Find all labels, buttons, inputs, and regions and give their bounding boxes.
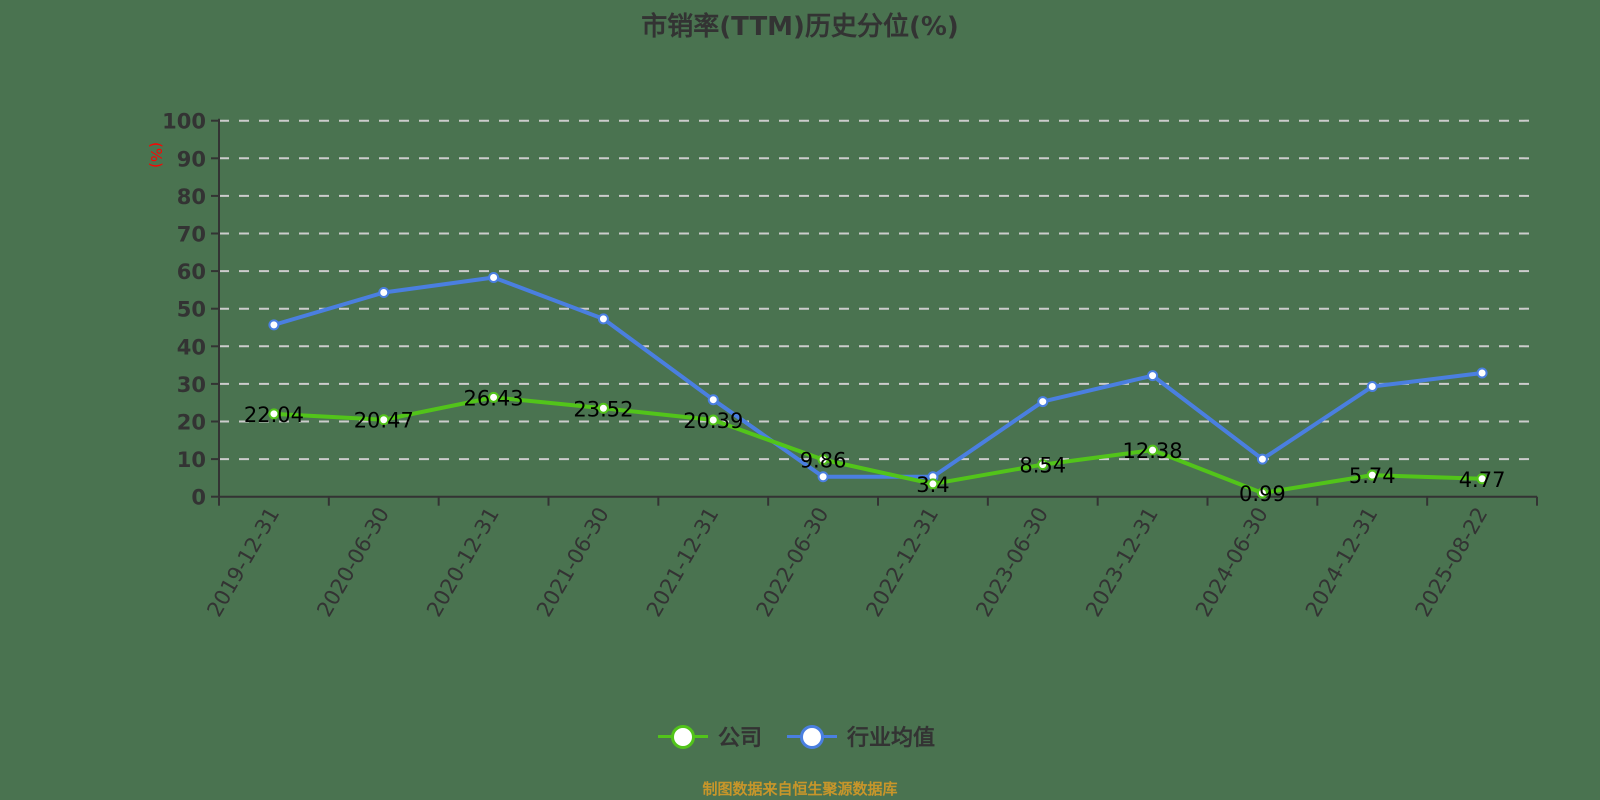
data-label: 23.52 xyxy=(573,397,633,421)
data-point[interactable] xyxy=(1256,453,1268,465)
x-tick-label: 2023-12-31 xyxy=(1081,503,1163,621)
y-tick-label: 80 xyxy=(177,185,206,209)
data-point[interactable] xyxy=(1147,444,1159,456)
y-tick-label: 60 xyxy=(177,260,206,284)
data-label: 12.38 xyxy=(1123,439,1183,463)
data-point[interactable] xyxy=(1147,370,1159,382)
legend-label-company: 公司 xyxy=(718,726,763,751)
series-line xyxy=(273,275,1483,479)
data-point[interactable] xyxy=(1256,487,1268,499)
y-tick-label: 90 xyxy=(177,147,206,171)
legend-item-industry-average[interactable]: 行业均值 xyxy=(787,718,935,754)
data-point[interactable] xyxy=(268,319,280,331)
data-label: 9.86 xyxy=(800,449,847,473)
y-tick-label: 30 xyxy=(177,373,206,397)
x-tick-label: 2019-12-31 xyxy=(202,503,284,621)
legend: 公司 行业均值 xyxy=(0,718,1600,754)
data-label: 0.99 xyxy=(1239,482,1286,506)
legend-item-company[interactable]: 公司 xyxy=(658,718,762,754)
data-point[interactable] xyxy=(1366,469,1378,481)
data-label: 4.77 xyxy=(1459,468,1506,492)
data-point[interactable] xyxy=(597,402,609,414)
x-tick-label: 2023-06-30 xyxy=(971,503,1053,621)
data-label: 3.4 xyxy=(916,473,949,497)
axes: 0 10 20 30 40 50 60 70 80 90 100 2019-12-31 2020-06-… xyxy=(162,110,1538,621)
data-point[interactable] xyxy=(1037,459,1049,471)
data-label: 26.43 xyxy=(464,386,524,410)
x-tick-label: 2022-06-30 xyxy=(752,503,834,621)
data-labels: 22.04 20.47 26.43 23.52 20.39 9.86 3.4 8.54 12.3… xyxy=(244,386,1506,506)
x-tick-label: 2021-06-30 xyxy=(532,503,614,621)
y-tick-label: 50 xyxy=(177,298,206,322)
source-note: 制图数据来自恒生聚源数据库 xyxy=(702,780,898,798)
data-point[interactable] xyxy=(1476,473,1488,485)
y-axis-unit-label: (%) xyxy=(147,142,165,168)
data-point[interactable] xyxy=(1476,367,1488,379)
data-point[interactable] xyxy=(927,478,939,490)
data-point[interactable] xyxy=(268,408,280,420)
data-point[interactable] xyxy=(378,287,390,299)
data-label: 20.47 xyxy=(354,409,414,433)
x-tick-label: 2024-06-30 xyxy=(1191,503,1273,621)
x-tick-label: 2022-12-31 xyxy=(861,503,943,621)
y-tick-label: 100 xyxy=(162,110,206,134)
data-label: 8.54 xyxy=(1019,454,1066,478)
y-tick-label: 70 xyxy=(177,223,206,247)
legend-industry-line-marker-icon xyxy=(787,718,837,754)
x-tick-label: 2021-12-31 xyxy=(642,503,724,621)
data-point[interactable] xyxy=(817,454,829,466)
data-point[interactable] xyxy=(597,313,609,325)
data-label: 22.04 xyxy=(244,403,304,427)
data-point[interactable] xyxy=(1037,396,1049,408)
legend-company-line-marker-icon xyxy=(658,718,708,754)
data-point[interactable] xyxy=(378,414,390,426)
data-point[interactable] xyxy=(1366,381,1378,393)
x-tick-label: 2024-12-31 xyxy=(1301,503,1383,621)
data-point[interactable] xyxy=(817,471,829,483)
data-point[interactable] xyxy=(707,414,719,426)
series-line xyxy=(273,395,1483,495)
data-label: 20.39 xyxy=(683,409,743,433)
y-tick-label: 40 xyxy=(177,335,206,359)
legend-label-industry-average: 行业均值 xyxy=(847,726,936,751)
series-lines xyxy=(268,271,1488,499)
data-point[interactable] xyxy=(707,394,719,406)
chart-title: 市销率(TTM)历史分位(%) xyxy=(641,12,959,42)
x-tick-label: 2020-12-31 xyxy=(422,503,504,621)
y-tick-label: 20 xyxy=(177,411,206,435)
data-label: 5.74 xyxy=(1349,464,1396,488)
data-point[interactable] xyxy=(488,271,500,283)
data-point[interactable] xyxy=(488,391,500,403)
y-tick-label: 10 xyxy=(177,448,206,472)
x-tick-label: 2025-08-22 xyxy=(1411,503,1493,621)
x-tick-label: 2020-06-30 xyxy=(312,503,394,621)
y-tick-label: 0 xyxy=(191,486,206,510)
